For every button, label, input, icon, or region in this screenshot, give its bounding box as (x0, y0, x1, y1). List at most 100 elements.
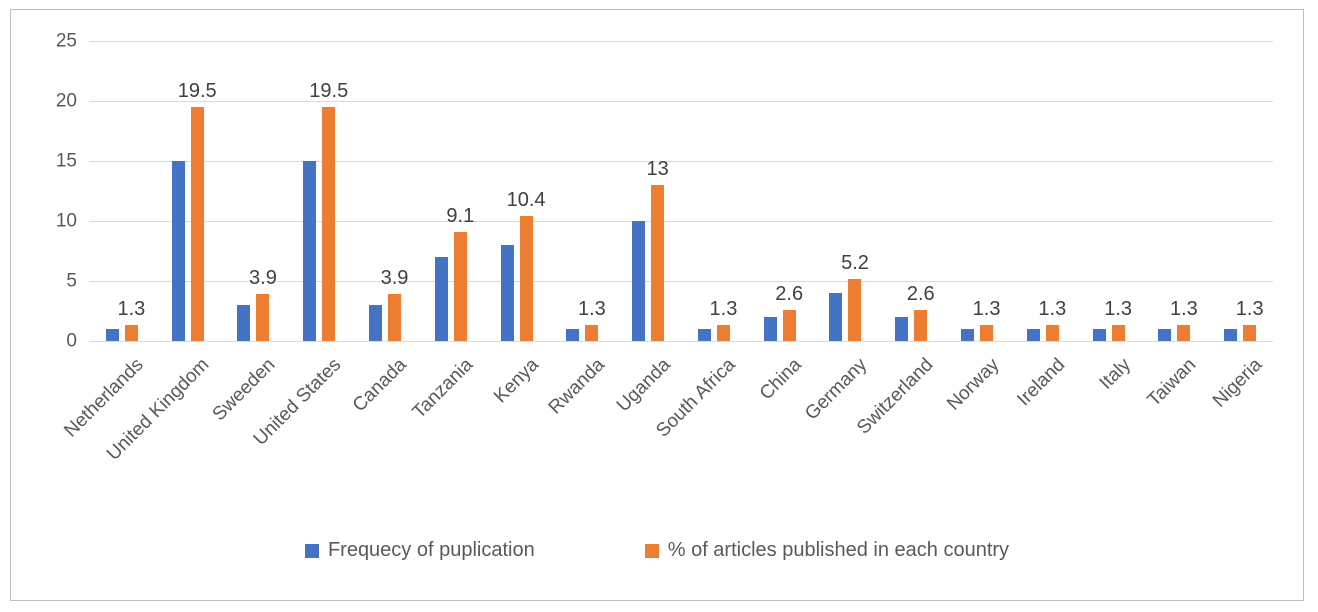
bar-frequecy-of--germany (829, 293, 843, 341)
bar--of-articles-rwanda: 1.3 (578, 299, 606, 341)
data-label-nigeria: 1.3 (1235, 298, 1264, 321)
x-tick-label-sweeden: Sweeden (208, 354, 280, 426)
y-tick-label-5: 5 (66, 270, 77, 292)
bar-frequecy-of--nigeria (1224, 329, 1238, 341)
bar--of-articles-south-africa: 1.3 (710, 299, 737, 341)
bar-frequecy-of--uganda (632, 221, 646, 341)
category-group-germany: 5.2 (813, 41, 879, 341)
legend-item-frequecy-of-puplicat: Frequecy of puplication (304, 539, 535, 562)
data-label-sweeden: 3.9 (249, 267, 277, 290)
legend-label: Frequecy of puplication (327, 539, 535, 561)
legend-swatch-icon (644, 543, 659, 558)
bar--of-articles-uganda: 13 (647, 159, 669, 341)
category-group-rwanda: 1.3 (549, 41, 615, 341)
bar--of-articles-canada: 3.9 (381, 268, 408, 341)
category-group-netherlands: 1.3 (89, 41, 155, 341)
bar--of-articles-tanzania: 9.1 (446, 206, 474, 341)
bar--of-articles-united-kingdom: 19.5 (178, 81, 217, 341)
legend-item--of-articles-publish: % of articles published in each country (644, 539, 1010, 562)
data-label-kenya: 10.4 (506, 189, 546, 212)
category-group-tanzania: 9.1 (418, 41, 484, 341)
category-group-taiwan: 1.3 (1142, 41, 1208, 341)
bar-frequecy-of--tanzania (434, 257, 448, 341)
gridline-10: 10 (56, 212, 1273, 231)
category-group-kenya: 10.4 (484, 41, 550, 341)
y-tick-label-20: 20 (55, 90, 77, 112)
bar--of-articles-sweeden: 3.9 (249, 268, 277, 341)
bar-frequecy-of--sweeden (237, 305, 251, 341)
data-label-rwanda: 1.3 (577, 298, 606, 321)
data-label-united-kingdom: 19.5 (177, 80, 217, 102)
legend-swatch-icon (304, 543, 319, 558)
category-group-china: 2.6 (747, 41, 813, 341)
bar--of-articles-netherlands: 1.3 (117, 299, 145, 341)
bar-frequecy-of--italy (1092, 329, 1106, 341)
x-tick-label-rwanda: Rwanda (544, 354, 609, 419)
x-tick-label-tanzania: Tanzania (408, 354, 477, 423)
bar--of-articles-united-states: 19.5 (309, 81, 348, 341)
data-label-china: 2.6 (775, 282, 804, 305)
category-group-norway: 1.3 (944, 41, 1010, 341)
x-tick-label-germany: Germany (801, 354, 872, 425)
bar-frequecy-of--rwanda (566, 329, 580, 341)
category-group-ireland: 1.3 (1010, 41, 1076, 341)
bar--of-articles-taiwan: 1.3 (1170, 299, 1198, 341)
x-tick-label-taiwan: Taiwan (1143, 354, 1201, 411)
data-label-norway: 1.3 (972, 298, 1001, 321)
category-group-united-states: 19.5 (286, 41, 352, 341)
gridline-0: 0 (66, 332, 1273, 351)
bar--of-articles-norway: 1.3 (973, 299, 1000, 341)
bar-frequecy-of--south-africa (697, 329, 711, 341)
x-tick-label-china: China (755, 354, 806, 405)
data-label-tanzania: 9.1 (446, 204, 475, 227)
category-group-united-kingdom: 19.5 (155, 41, 221, 341)
data-label-canada: 3.9 (380, 267, 409, 290)
plot-area: 0 5 10 15 20 25 1.3 19.5 3.9 19.5 3.9 9.1 10.4 1.3 13 1… (56, 32, 1273, 351)
category-group-switzerland: 2.6 (878, 41, 944, 341)
bar-frequecy-of--kenya (500, 245, 514, 341)
y-tick-label-15: 15 (55, 150, 77, 172)
gridline-5: 5 (66, 272, 1273, 291)
bar--of-articles-china: 2.6 (775, 284, 803, 341)
category-group-nigeria: 1.3 (1207, 41, 1273, 341)
data-label-taiwan: 1.3 (1169, 298, 1198, 321)
bar-frequecy-of--netherlands (105, 329, 119, 341)
x-tick-label-canada: Canada (349, 354, 412, 417)
data-label-ireland: 1.3 (1038, 298, 1067, 321)
bar-frequecy-of--ireland (1026, 329, 1040, 341)
x-tick-label-kenya: Kenya (489, 354, 543, 408)
data-label-netherlands: 1.3 (117, 298, 146, 321)
x-tick-label-italy: Italy (1095, 354, 1135, 394)
gridline-20: 20 (56, 92, 1273, 111)
bar--of-articles-nigeria: 1.3 (1236, 299, 1264, 341)
bar-frequecy-of--china (763, 317, 777, 341)
y-tick-label-25: 25 (55, 30, 77, 52)
bar-frequecy-of--switzerland (895, 317, 909, 341)
category-group-south-africa: 1.3 (681, 41, 747, 341)
data-label-south-africa: 1.3 (709, 298, 738, 321)
x-tick-label-uganda: Uganda (612, 354, 675, 417)
category-group-sweeden: 3.9 (221, 41, 287, 341)
x-tick-label-ireland: Ireland (1012, 354, 1069, 411)
bar-frequecy-of--taiwan (1158, 329, 1172, 341)
y-tick-label-0: 0 (66, 330, 77, 352)
category-group-uganda: 13 (615, 41, 681, 341)
gridline-15: 15 (56, 152, 1273, 171)
legend-label: % of articles published in each country (667, 539, 1010, 561)
category-group-canada: 3.9 (352, 41, 418, 341)
bar-frequecy-of--united-states (303, 161, 317, 341)
chart-container: 0 5 10 15 20 25 1.3 19.5 3.9 19.5 3.9 9.1 10.4 1.3 13 1… (10, 9, 1304, 601)
bar--of-articles-ireland: 1.3 (1038, 299, 1066, 341)
data-label-germany: 5.2 (841, 251, 869, 274)
x-tick-label-nigeria: Nigeria (1208, 354, 1267, 412)
data-label-italy: 1.3 (1104, 298, 1133, 321)
bar--of-articles-germany: 5.2 (841, 253, 869, 341)
bar--of-articles-switzerland: 2.6 (907, 284, 935, 341)
data-label-united-states: 19.5 (309, 80, 349, 102)
bar-frequecy-of--canada (369, 305, 383, 341)
category-group-italy: 1.3 (1076, 41, 1142, 341)
data-label-switzerland: 2.6 (906, 282, 935, 305)
legend: Frequecy of puplication % of articles pub… (11, 539, 1303, 562)
bars-layer: 1.3 19.5 3.9 19.5 3.9 9.1 10.4 1.3 13 1.3 2.6 5.2 2.… (89, 41, 1273, 341)
data-label-uganda: 13 (646, 158, 669, 180)
